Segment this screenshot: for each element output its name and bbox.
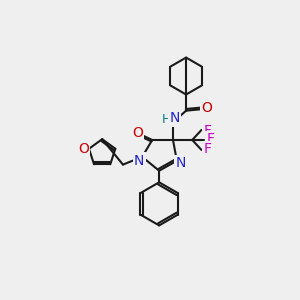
Text: N: N — [134, 154, 144, 168]
Text: O: O — [132, 126, 143, 140]
Text: H: H — [161, 113, 171, 126]
Text: F: F — [207, 132, 215, 146]
Text: N: N — [176, 156, 186, 170]
Text: F: F — [204, 142, 212, 156]
Text: O: O — [78, 142, 89, 156]
Text: F: F — [204, 124, 212, 138]
Text: N: N — [169, 111, 180, 125]
Text: O: O — [201, 100, 212, 115]
